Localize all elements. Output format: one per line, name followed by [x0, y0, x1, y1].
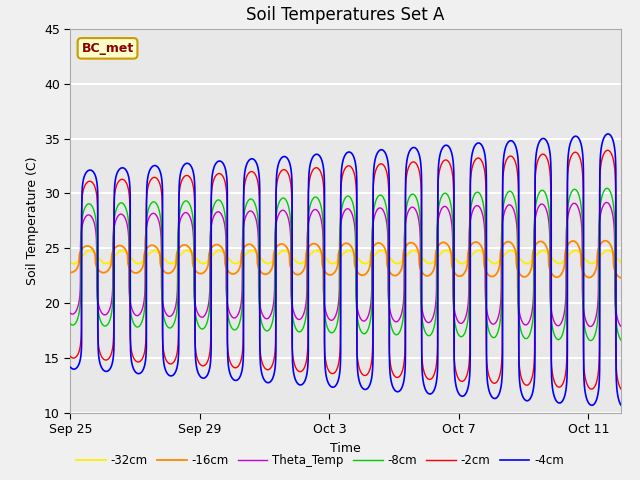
- -2cm: [67, 354, 74, 360]
- Theta_Temp: [382, 216, 390, 222]
- Theta_Temp: [67, 311, 74, 316]
- Line: -16cm: -16cm: [70, 240, 621, 278]
- -32cm: [67, 260, 74, 265]
- -8cm: [287, 216, 294, 222]
- -16cm: [341, 240, 349, 246]
- Title: Soil Temperatures Set A: Soil Temperatures Set A: [246, 6, 445, 24]
- -16cm: [335, 249, 343, 254]
- -2cm: [588, 386, 595, 392]
- Line: -4cm: -4cm: [70, 134, 621, 405]
- Legend: -32cm, -16cm, Theta_Temp, -8cm, -2cm, -4cm: -32cm, -16cm, Theta_Temp, -8cm, -2cm, -4…: [72, 449, 568, 472]
- -8cm: [382, 203, 390, 208]
- -32cm: [537, 248, 545, 254]
- Line: -8cm: -8cm: [70, 188, 621, 341]
- -2cm: [271, 355, 278, 360]
- -8cm: [617, 337, 625, 343]
- -4cm: [537, 137, 545, 143]
- -32cm: [604, 248, 612, 253]
- -16cm: [271, 249, 278, 254]
- -8cm: [341, 195, 349, 201]
- -32cm: [287, 252, 294, 258]
- Theta_Temp: [617, 324, 625, 329]
- -32cm: [341, 249, 349, 255]
- Theta_Temp: [603, 200, 611, 205]
- Theta_Temp: [271, 293, 278, 299]
- Theta_Temp: [335, 293, 343, 299]
- -8cm: [603, 185, 611, 191]
- -4cm: [588, 402, 596, 408]
- -16cm: [617, 275, 625, 281]
- -4cm: [617, 402, 625, 408]
- Line: -32cm: -32cm: [70, 251, 621, 264]
- -4cm: [271, 370, 278, 376]
- Text: BC_met: BC_met: [81, 42, 134, 55]
- -2cm: [604, 147, 612, 153]
- -32cm: [70, 261, 77, 266]
- Theta_Temp: [341, 207, 349, 213]
- -16cm: [537, 239, 545, 244]
- -4cm: [382, 152, 390, 157]
- -8cm: [587, 338, 595, 344]
- -32cm: [271, 256, 278, 262]
- -2cm: [335, 358, 343, 364]
- -2cm: [537, 153, 545, 158]
- -2cm: [382, 167, 390, 173]
- -32cm: [335, 256, 343, 262]
- -4cm: [341, 152, 349, 158]
- -8cm: [537, 188, 545, 194]
- -8cm: [271, 307, 278, 312]
- -4cm: [335, 374, 343, 380]
- Theta_Temp: [587, 324, 595, 329]
- Y-axis label: Soil Temperature (C): Soil Temperature (C): [26, 156, 38, 285]
- -2cm: [341, 166, 349, 171]
- -2cm: [287, 179, 294, 185]
- -32cm: [617, 260, 625, 265]
- Theta_Temp: [537, 202, 545, 207]
- X-axis label: Time: Time: [330, 442, 361, 455]
- -16cm: [382, 249, 390, 255]
- Line: -2cm: -2cm: [70, 150, 621, 389]
- -16cm: [602, 238, 609, 243]
- -8cm: [335, 308, 343, 313]
- -32cm: [382, 251, 390, 256]
- Theta_Temp: [287, 231, 294, 237]
- -4cm: [67, 364, 74, 370]
- -4cm: [604, 131, 612, 137]
- -16cm: [287, 264, 294, 270]
- -8cm: [67, 321, 74, 327]
- Line: Theta_Temp: Theta_Temp: [70, 203, 621, 326]
- -2cm: [617, 386, 625, 392]
- -4cm: [287, 163, 294, 169]
- -16cm: [67, 269, 74, 275]
